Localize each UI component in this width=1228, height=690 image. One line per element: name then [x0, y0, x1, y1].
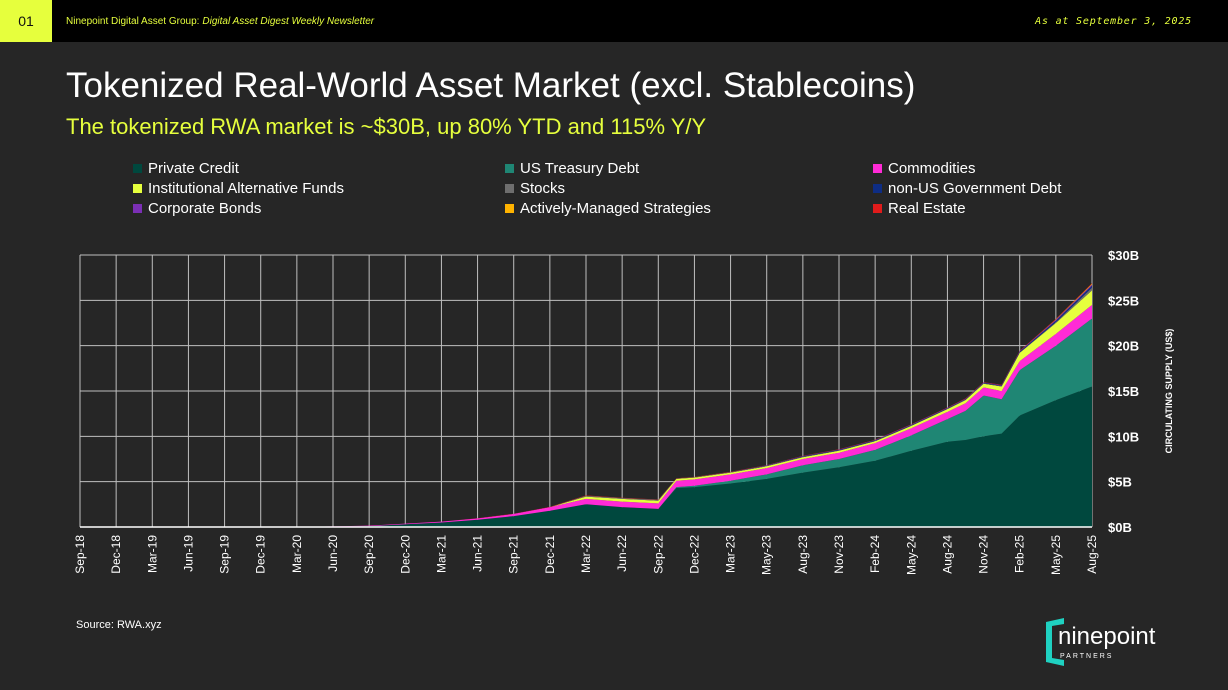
legend-label: Corporate Bonds	[148, 199, 262, 217]
x-tick-label: Jun-21	[471, 535, 485, 572]
as-at-date: As at September 3, 2025	[1035, 15, 1192, 27]
slide-subtitle: The tokenized RWA market is ~$30B, up 80…	[66, 114, 707, 139]
x-tick-label: Mar-19	[145, 535, 159, 573]
newsletter-prefix: Ninepoint Digital Asset Group:	[66, 15, 200, 27]
y-tick-label: $25B	[1108, 293, 1139, 308]
x-tick-label: Mar-22	[579, 535, 593, 573]
legend-label: Real Estate	[888, 199, 966, 217]
x-tick-label: Aug-23	[796, 535, 810, 574]
legend-label: US Treasury Debt	[520, 159, 640, 177]
x-tick-label: Mar-20	[290, 535, 304, 573]
legend-swatch	[873, 203, 882, 213]
legend-item: US Treasury Debt	[505, 158, 639, 178]
legend-item: Private Credit	[133, 158, 239, 178]
x-tick-label: May-25	[1049, 535, 1063, 575]
legend-swatch	[505, 203, 514, 213]
x-tick-label: Sep-18	[73, 535, 87, 574]
x-tick-label: Nov-23	[832, 535, 846, 574]
legend-swatch	[133, 163, 142, 173]
legend-item: Institutional Alternative Funds	[133, 178, 344, 198]
x-tick-label: Aug-24	[940, 535, 954, 574]
x-tick-label: May-23	[760, 535, 774, 575]
source-note: Source: RWA.xyz	[76, 619, 162, 631]
legend-label: non-US Government Debt	[888, 179, 1062, 197]
x-tick-label: Nov-24	[977, 535, 991, 574]
x-tick-label: Aug-25	[1085, 535, 1099, 574]
newsletter-label: Ninepoint Digital Asset Group: Digital A…	[66, 0, 374, 42]
legend-swatch	[133, 203, 142, 213]
legend-label: Private Credit	[148, 159, 239, 177]
x-tick-label: Jun-22	[615, 535, 629, 572]
x-tick-label: Sep-19	[218, 535, 232, 574]
x-tick-label: Dec-22	[687, 535, 701, 574]
x-tick-label: Dec-18	[109, 535, 123, 574]
y-tick-label: $15B	[1108, 384, 1139, 399]
legend-item: Real Estate	[873, 198, 966, 218]
x-tick-label: Mar-23	[724, 535, 738, 573]
y-axis-label: CIRCULATING SUPPLY (US$)	[1164, 329, 1174, 454]
logo-tagline: PARTNERS	[1060, 653, 1113, 660]
legend-item: Commodities	[873, 158, 976, 178]
y-tick-label: $0B	[1108, 520, 1132, 535]
chart-legend: Private Credit US Treasury Debt Commoditie…	[133, 158, 1113, 222]
legend-item: Actively-Managed Strategies	[505, 198, 711, 218]
series-area	[80, 386, 1092, 527]
x-tick-label: May-24	[904, 535, 918, 575]
legend-swatch	[505, 183, 514, 193]
x-tick-label: Jun-19	[181, 535, 195, 572]
y-tick-label: $20B	[1108, 339, 1139, 354]
legend-label: Stocks	[520, 179, 566, 197]
newsletter-title: Digital Asset Digest Weekly Newsletter	[202, 15, 375, 27]
y-tick-label: $30B	[1108, 248, 1139, 263]
ninepoint-logo: ninepoint PARTNERS	[1046, 618, 1156, 666]
y-tick-label: $5B	[1108, 475, 1132, 490]
top-bar: 01 Ninepoint Digital Asset Group: Digita…	[0, 0, 1228, 42]
legend-item: Corporate Bonds	[133, 198, 261, 218]
x-tick-label: Mar-21	[434, 535, 448, 573]
x-tick-label: Sep-20	[362, 535, 376, 574]
legend-swatch	[873, 163, 882, 173]
x-tick-label: Sep-21	[507, 535, 521, 574]
legend-label: Institutional Alternative Funds	[148, 179, 344, 197]
logo-bracket-icon	[1046, 618, 1064, 666]
y-tick-label: $10B	[1108, 429, 1139, 444]
logo-wordmark: ninepoint	[1058, 623, 1156, 650]
legend-item: non-US Government Debt	[873, 178, 1061, 198]
x-tick-label: Dec-20	[398, 535, 412, 574]
legend-swatch	[873, 183, 882, 193]
x-tick-label: Sep-22	[651, 535, 665, 574]
legend-item: Stocks	[505, 178, 565, 198]
x-tick-label: Feb-25	[1013, 535, 1027, 573]
x-tick-label: Dec-19	[254, 535, 268, 574]
x-tick-label: Dec-21	[543, 535, 557, 574]
legend-swatch	[133, 183, 142, 193]
slide-title: Tokenized Real-World Asset Market (excl.…	[66, 66, 916, 105]
legend-swatch	[505, 163, 514, 173]
legend-label: Commodities	[888, 159, 976, 177]
x-tick-label: Jun-20	[326, 535, 340, 572]
x-tick-label: Feb-24	[868, 535, 882, 573]
page-number: 01	[0, 0, 52, 42]
legend-label: Actively-Managed Strategies	[520, 199, 711, 217]
area-chart: $0B $5B $10B $15B $20B $25B $30B CIRCULATING SU…	[73, 248, 1174, 575]
